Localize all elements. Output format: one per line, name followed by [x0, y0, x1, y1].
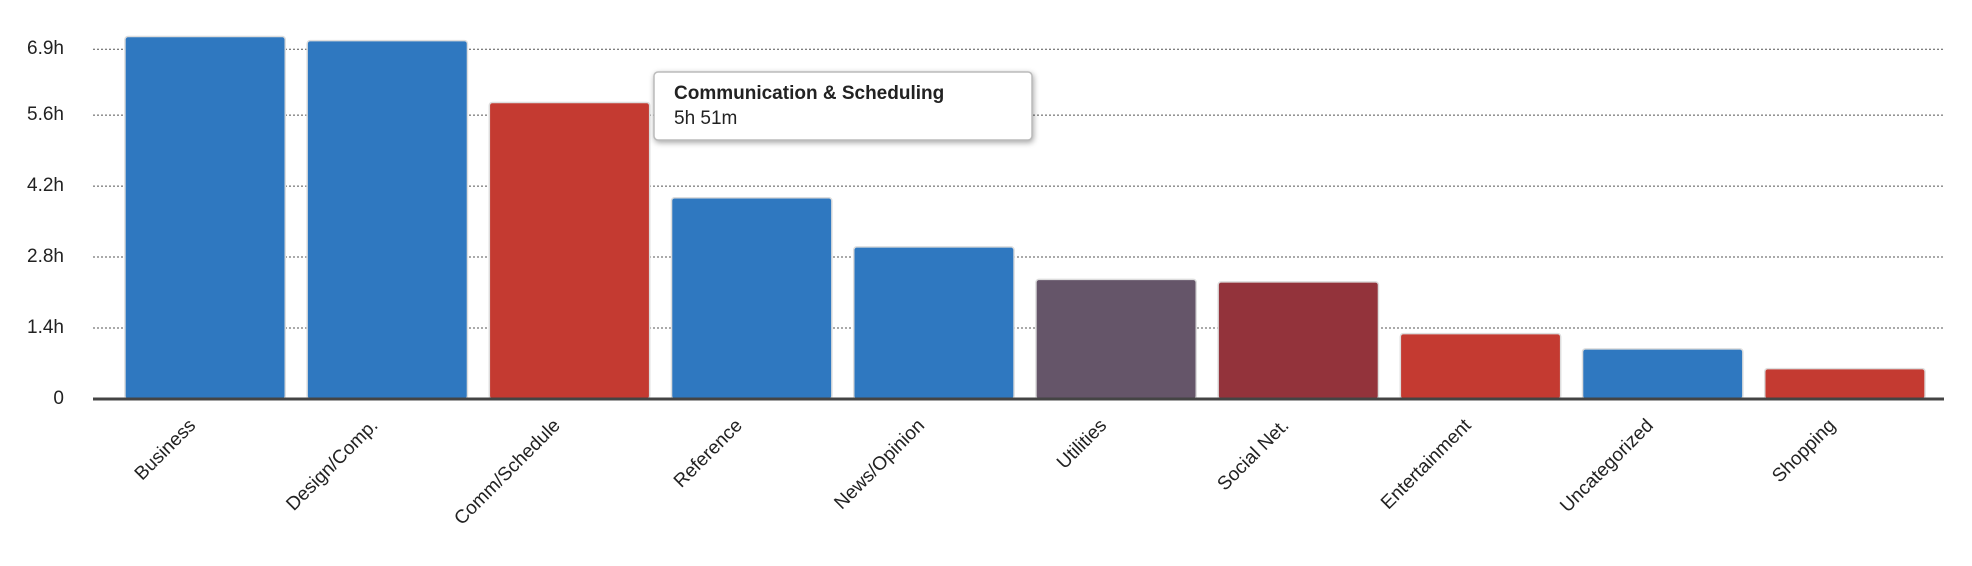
x-tick-label: Design/Comp. — [282, 415, 382, 515]
x-tick-label: Reference — [670, 415, 747, 492]
y-tick-label: 0 — [53, 388, 64, 409]
tooltip: Communication & Scheduling 5h 51m — [653, 71, 1033, 141]
x-tick-label: News/Opinion — [830, 415, 928, 513]
bar — [124, 35, 287, 400]
tooltip-title: Communication & Scheduling — [674, 83, 944, 104]
x-tick-label: Business — [131, 415, 200, 484]
tooltip-box — [653, 71, 1033, 141]
y-tick-label: 5.6h — [27, 104, 64, 125]
y-tick-label: 2.8h — [27, 246, 64, 267]
x-tick-label: Shopping — [1768, 415, 1840, 487]
x-tick-label: Comm/Schedule — [450, 415, 564, 529]
tooltip-value: 5h 51m — [674, 108, 737, 129]
y-tick-label: 6.9h — [27, 38, 64, 59]
y-tick-label: 4.2h — [27, 175, 64, 196]
bar — [1581, 348, 1744, 400]
x-tick-label: Entertainment — [1377, 415, 1476, 514]
x-tick-label: Utilities — [1053, 415, 1111, 473]
bar — [852, 246, 1015, 400]
bar — [670, 196, 833, 400]
bar — [306, 39, 469, 400]
y-tick-label: 1.4h — [27, 317, 64, 338]
x-tick-label: Uncategorized — [1556, 415, 1657, 516]
bar — [488, 101, 651, 400]
bar — [1035, 278, 1198, 400]
bar — [1763, 367, 1926, 400]
bar — [1399, 332, 1562, 400]
bar — [1217, 281, 1380, 400]
x-tick-label: Social Net. — [1214, 415, 1294, 495]
